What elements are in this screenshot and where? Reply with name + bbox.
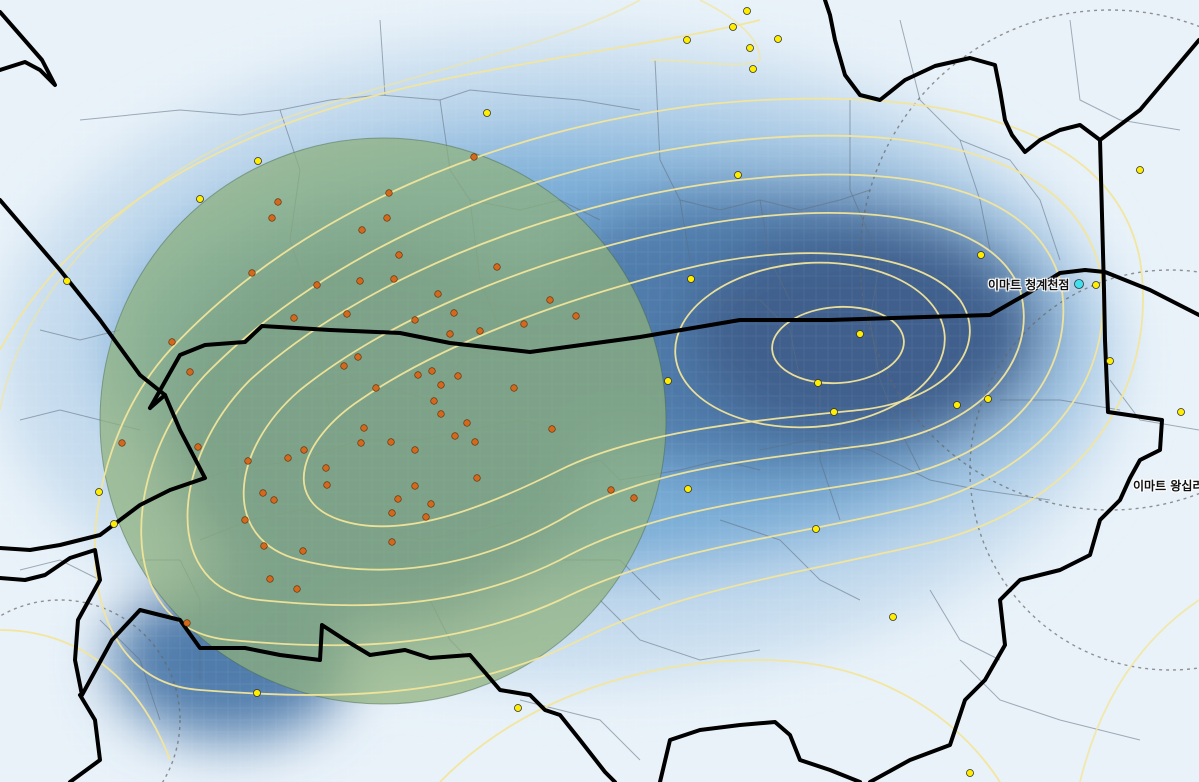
service-area-circle[interactable] <box>99 137 667 705</box>
competitor-points[interactable] <box>63 7 1185 777</box>
store-label-cheonggye: 이마트 청계천점 <box>988 278 1070 292</box>
selected-store-marker[interactable] <box>1074 279 1084 289</box>
store-label-wangsimni: 이마트 왕십리 <box>1133 479 1199 493</box>
customer-points[interactable] <box>118 153 638 627</box>
